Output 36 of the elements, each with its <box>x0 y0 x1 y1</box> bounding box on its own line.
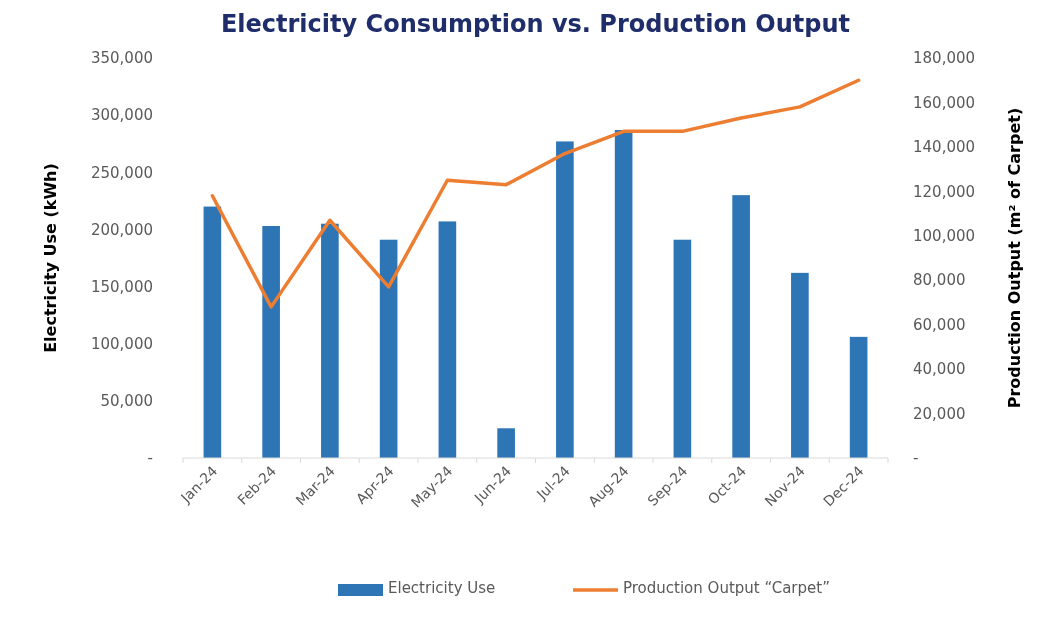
y-tick-label: 300,000 <box>90 106 153 125</box>
y-tick-label: 250,000 <box>90 163 153 182</box>
y2-tick-label: 120,000 <box>913 182 976 201</box>
y-tick-label: 200,000 <box>90 220 153 239</box>
bar <box>732 195 750 458</box>
legend-label: Electricity Use <box>388 579 496 597</box>
chart-title: Electricity Consumption vs. Production Output <box>220 10 851 38</box>
y2-tick-label: 140,000 <box>913 138 976 157</box>
y2-tick-label: 80,000 <box>913 271 966 290</box>
bar <box>379 239 398 458</box>
bar <box>556 141 574 458</box>
bar <box>614 130 633 458</box>
bar <box>203 206 222 458</box>
y-tick-label: 100,000 <box>90 334 153 353</box>
bar <box>262 226 280 458</box>
bar <box>849 336 868 458</box>
y2-tick-label: 60,000 <box>913 315 966 334</box>
y2-tick-label: 160,000 <box>913 93 976 112</box>
y2-axis-title: Production Output (m² of Carpet) <box>1005 107 1024 409</box>
y2-tick-label: 100,000 <box>913 227 976 246</box>
bar <box>497 428 515 458</box>
y2-tick-label: - <box>913 449 919 468</box>
y-tick-label: 350,000 <box>90 49 153 68</box>
y-tick-label: 150,000 <box>90 277 153 296</box>
legend-label: Production Output “Carpet” <box>623 579 830 597</box>
bar <box>673 239 692 458</box>
line-series <box>210 78 861 309</box>
y2-tick-label: 20,000 <box>913 404 966 423</box>
bar <box>321 223 339 458</box>
y2-tick-label: 40,000 <box>913 360 966 379</box>
bar <box>791 272 809 458</box>
y-axis-title: Electricity Use (kWh) <box>41 163 60 353</box>
y-tick-label: 50,000 <box>100 392 153 411</box>
y2-tick-label: 180,000 <box>913 49 976 68</box>
y-tick-label: - <box>147 449 153 468</box>
bar <box>438 221 457 458</box>
